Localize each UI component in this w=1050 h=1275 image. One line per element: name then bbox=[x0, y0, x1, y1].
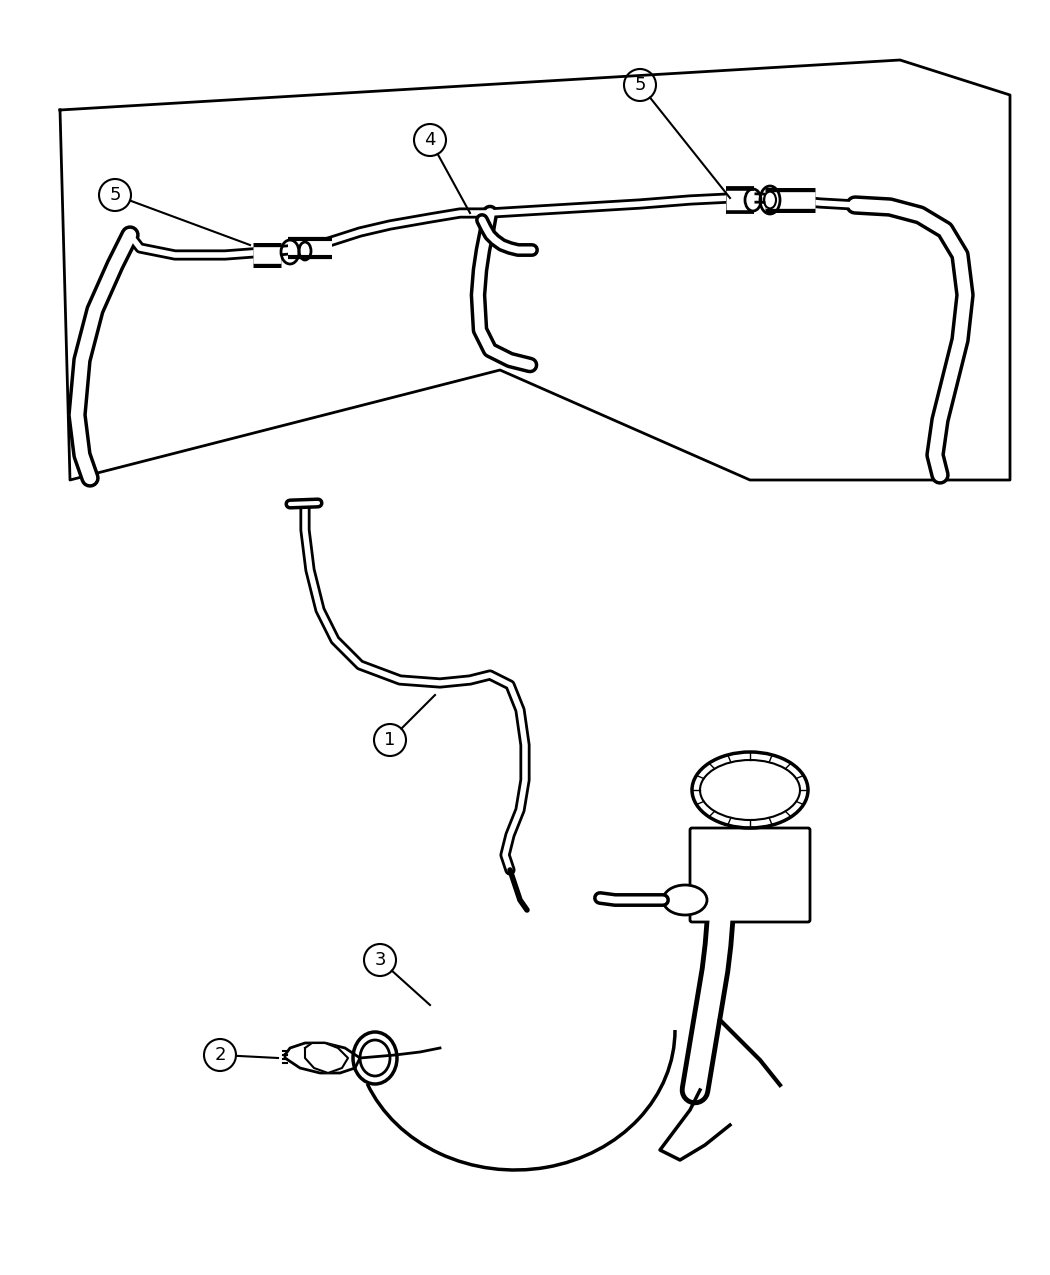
Ellipse shape bbox=[353, 1031, 397, 1084]
Text: 2: 2 bbox=[214, 1046, 226, 1065]
Text: 5: 5 bbox=[109, 186, 121, 204]
Text: 1: 1 bbox=[384, 731, 396, 748]
Ellipse shape bbox=[663, 885, 707, 915]
Polygon shape bbox=[304, 1043, 348, 1074]
Text: 5: 5 bbox=[634, 76, 646, 94]
Polygon shape bbox=[285, 1043, 360, 1074]
Text: 4: 4 bbox=[424, 131, 436, 149]
Text: 3: 3 bbox=[374, 951, 385, 969]
FancyBboxPatch shape bbox=[690, 827, 810, 922]
